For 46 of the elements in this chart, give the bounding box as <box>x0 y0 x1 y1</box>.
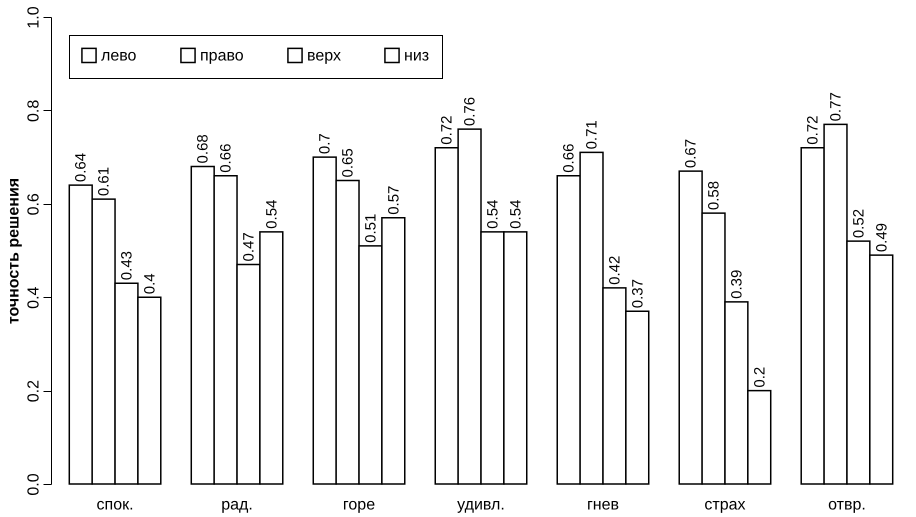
y-tick-label: 1.0 <box>26 6 42 29</box>
data-label: 0.57 <box>385 186 402 215</box>
data-label: 0.72 <box>804 116 822 145</box>
data-label: 0.47 <box>240 232 258 262</box>
data-label: 0.64 <box>72 152 90 182</box>
data-label: 0.61 <box>96 166 113 196</box>
data-label: 0.7 <box>316 133 334 154</box>
x-tick-label: горе <box>342 496 376 514</box>
data-label: 0.52 <box>850 208 868 238</box>
x-tick-label: страх <box>704 496 746 514</box>
data-label: 0.43 <box>118 250 136 280</box>
legend-label: право <box>200 47 244 64</box>
y-tick-label: 0.4 <box>26 286 42 309</box>
legend-label: верх <box>307 47 341 64</box>
x-tick-label: спок. <box>96 496 134 514</box>
data-label: 0.66 <box>560 144 578 173</box>
y-tick-label: 0.8 <box>26 100 42 122</box>
data-label: 0.66 <box>218 144 235 173</box>
data-label: 0.76 <box>462 96 479 126</box>
data-label: 0.54 <box>507 200 524 229</box>
data-label: 0.58 <box>706 180 723 210</box>
data-label: 0.54 <box>263 200 280 229</box>
y-tick-label: 0.2 <box>26 380 42 402</box>
legend-label: лево <box>101 47 137 64</box>
data-label: 0.51 <box>362 214 380 243</box>
data-label: 0.65 <box>340 148 357 178</box>
data-label: 0.2 <box>751 366 768 388</box>
x-tick-label: отвр. <box>828 496 866 514</box>
y-tick-label: 0.0 <box>26 473 42 496</box>
data-label: 0.49 <box>873 222 890 252</box>
y-axis-title: точность решения <box>6 178 22 324</box>
data-label: 0.71 <box>584 120 601 150</box>
x-tick-label: рад. <box>221 496 253 514</box>
legend-label: низ <box>404 47 430 64</box>
x-tick-label: гнев <box>586 496 620 514</box>
y-tick-label: 0.6 <box>26 193 42 216</box>
data-label: 0.77 <box>828 92 845 122</box>
data-label: 0.42 <box>606 256 624 285</box>
data-label: 0.72 <box>438 116 456 145</box>
data-label: 0.68 <box>194 134 212 164</box>
data-label: 0.4 <box>141 273 158 294</box>
data-label: 0.39 <box>728 270 746 299</box>
data-label: 0.67 <box>682 138 700 168</box>
data-label: 0.54 <box>484 200 502 229</box>
data-label: 0.37 <box>629 279 646 308</box>
x-tick-label: удивл. <box>457 496 505 514</box>
